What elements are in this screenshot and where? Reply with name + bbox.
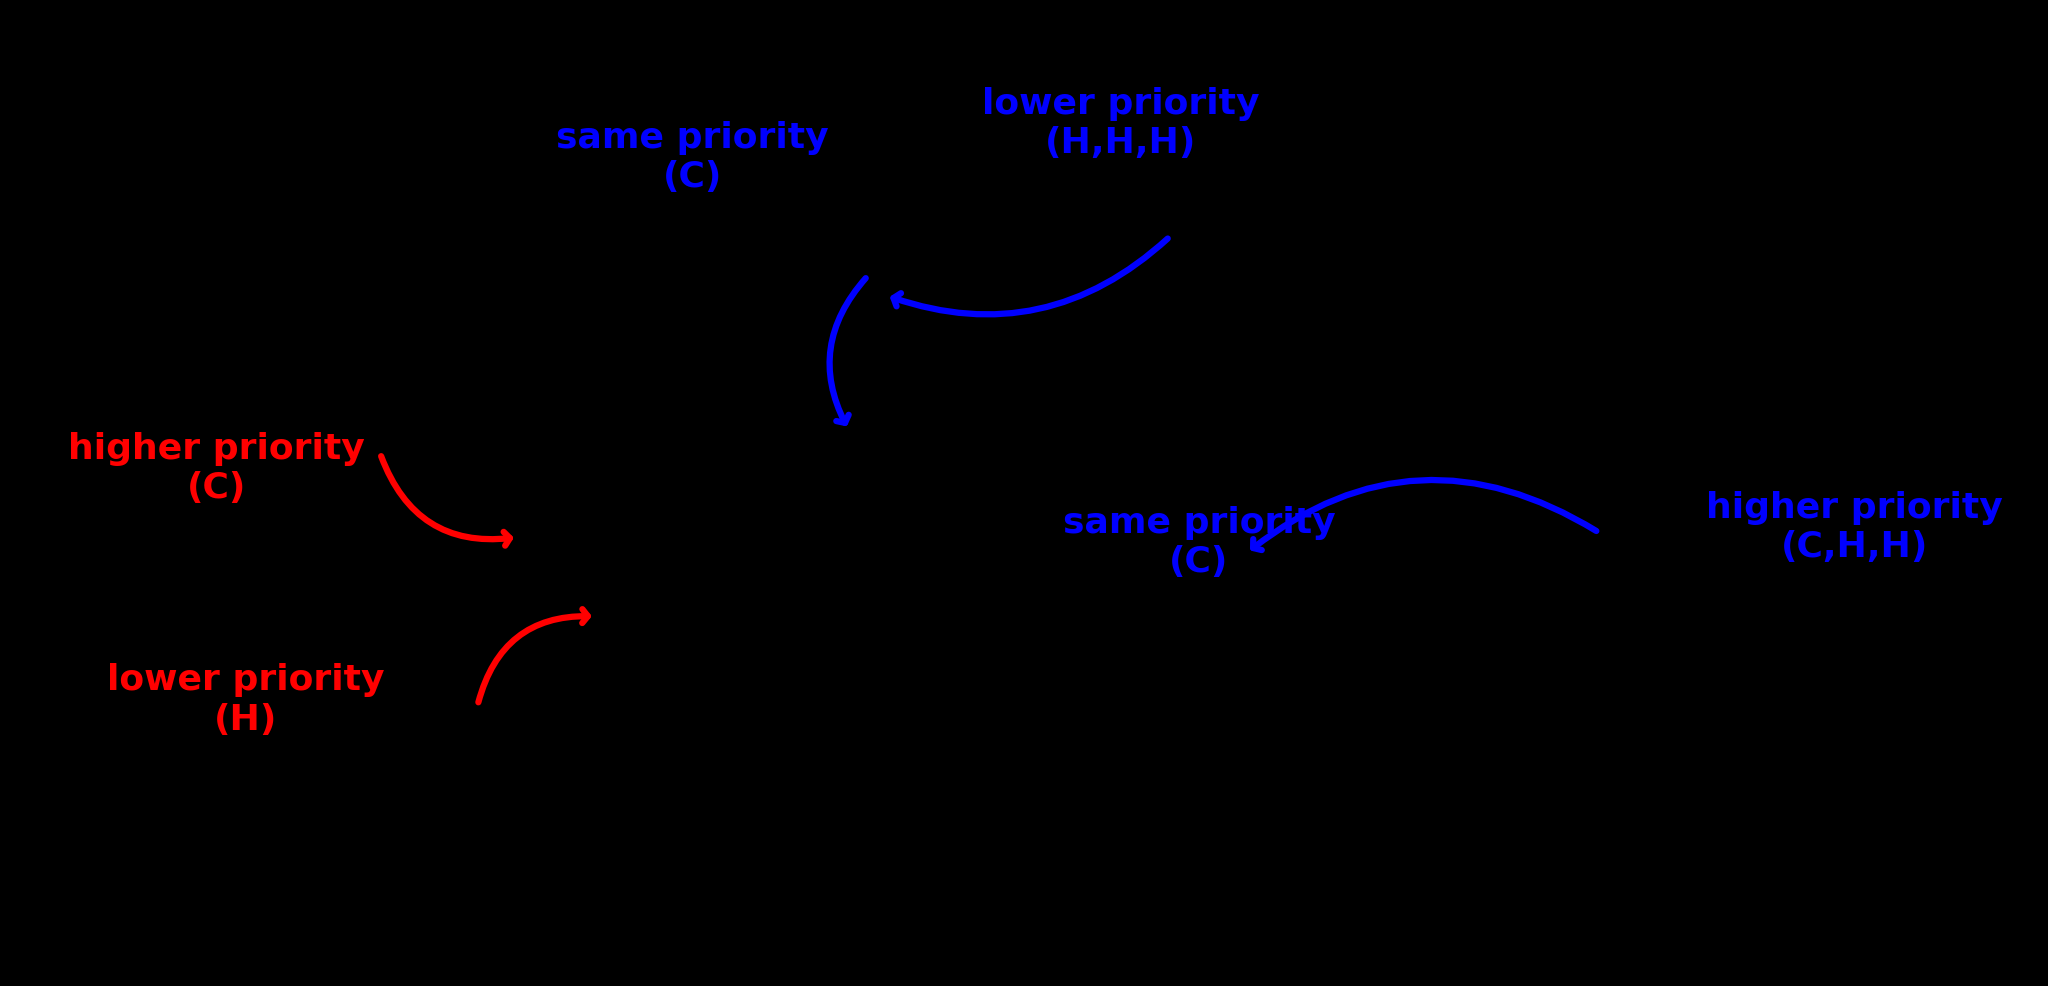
- Text: same priority
(C): same priority (C): [555, 121, 829, 194]
- Text: higher priority
(C): higher priority (C): [68, 432, 365, 505]
- Text: higher priority
(C,H,H): higher priority (C,H,H): [1706, 491, 2003, 564]
- Text: lower priority
(H): lower priority (H): [106, 664, 385, 737]
- Text: same priority
(C): same priority (C): [1063, 506, 1335, 579]
- Text: lower priority
(H,H,H): lower priority (H,H,H): [983, 87, 1260, 160]
